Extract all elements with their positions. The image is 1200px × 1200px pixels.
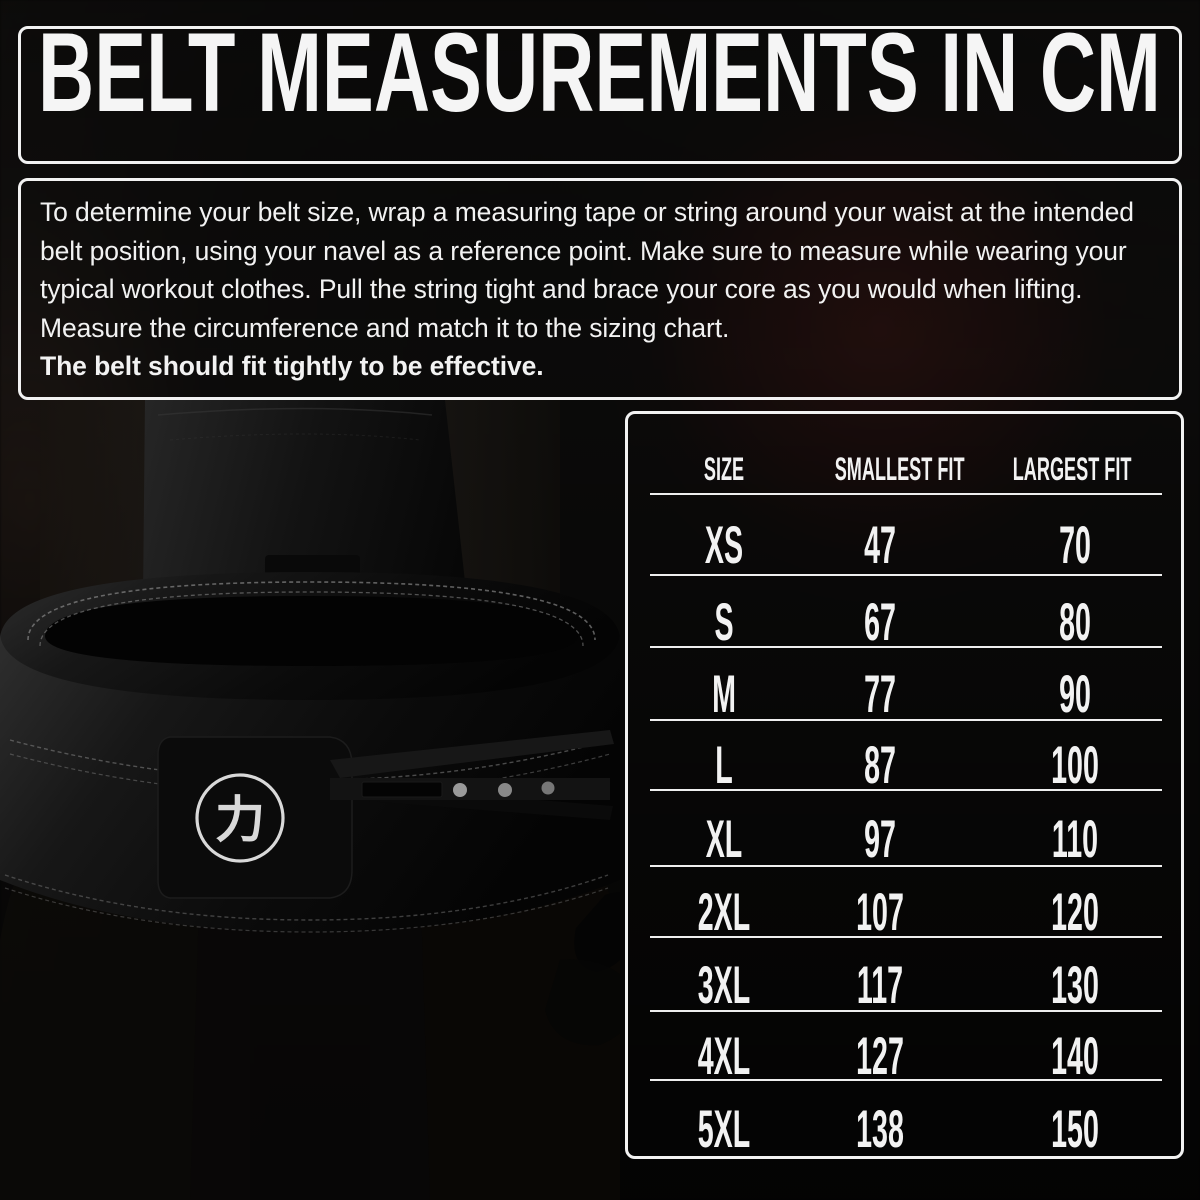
svg-text:力: 力: [215, 792, 265, 848]
